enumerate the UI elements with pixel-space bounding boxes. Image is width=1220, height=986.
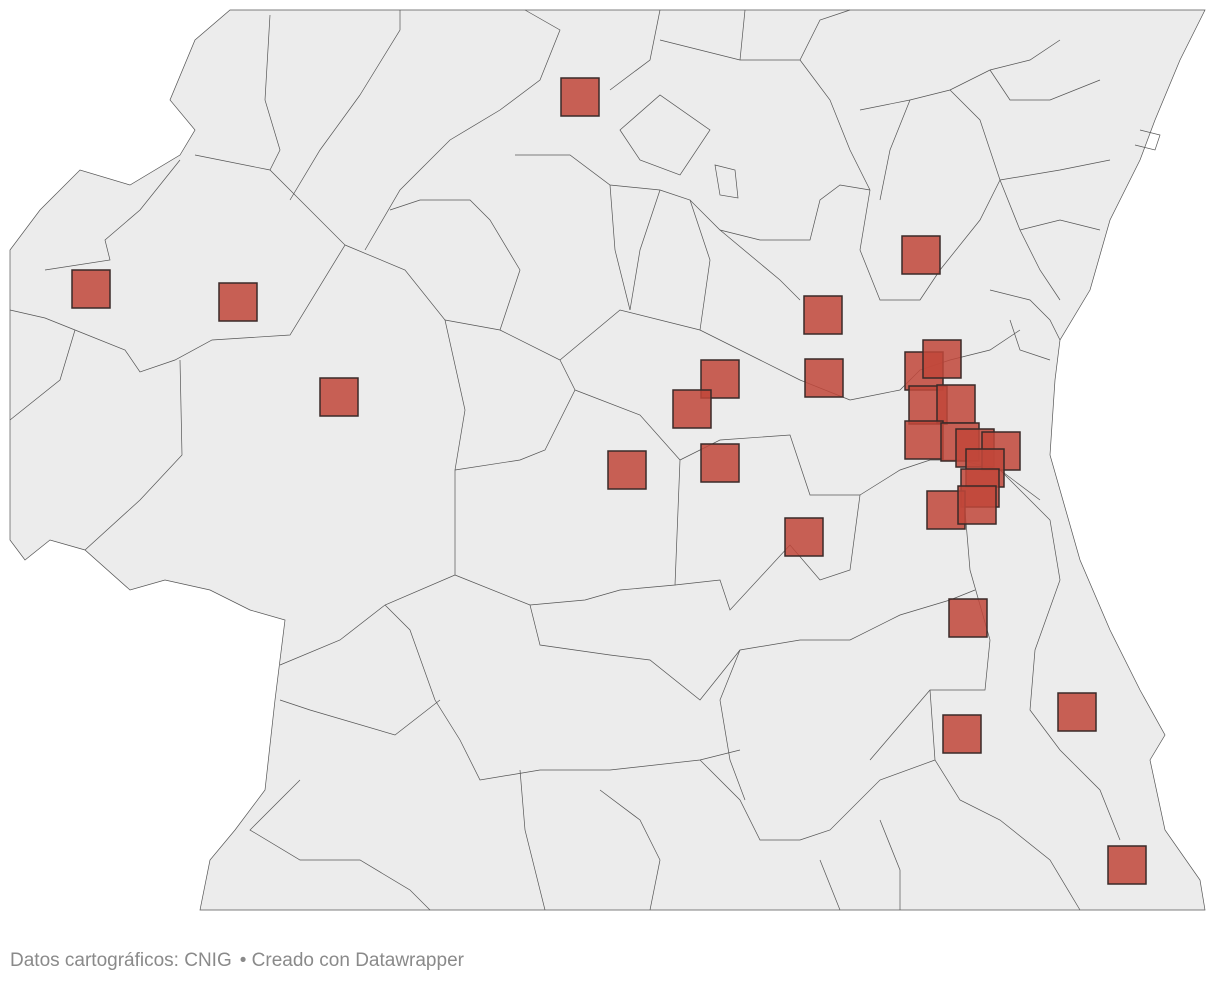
marker <box>803 295 843 335</box>
marker <box>922 339 962 379</box>
marker <box>700 443 740 483</box>
marker <box>784 517 824 557</box>
marker <box>672 389 712 429</box>
marker <box>904 420 944 460</box>
municipal-borders <box>9 9 1161 911</box>
marker <box>607 450 647 490</box>
footer: Datos cartográficos: CNIG • Creado con Da… <box>10 950 464 972</box>
credit-note: • Creado con Datawrapper <box>239 950 464 971</box>
marker <box>218 282 258 322</box>
markers <box>71 77 1147 885</box>
marker <box>901 235 941 275</box>
source-note: Datos cartográficos: CNIG <box>10 950 232 971</box>
marker <box>71 269 111 309</box>
marker <box>948 598 988 638</box>
marker <box>957 485 997 525</box>
marker <box>319 377 359 417</box>
marker <box>942 714 982 754</box>
marker <box>1107 845 1147 885</box>
marker <box>804 358 844 398</box>
map <box>9 9 1206 911</box>
marker <box>560 77 600 117</box>
marker <box>1057 692 1097 732</box>
marker <box>936 384 976 424</box>
